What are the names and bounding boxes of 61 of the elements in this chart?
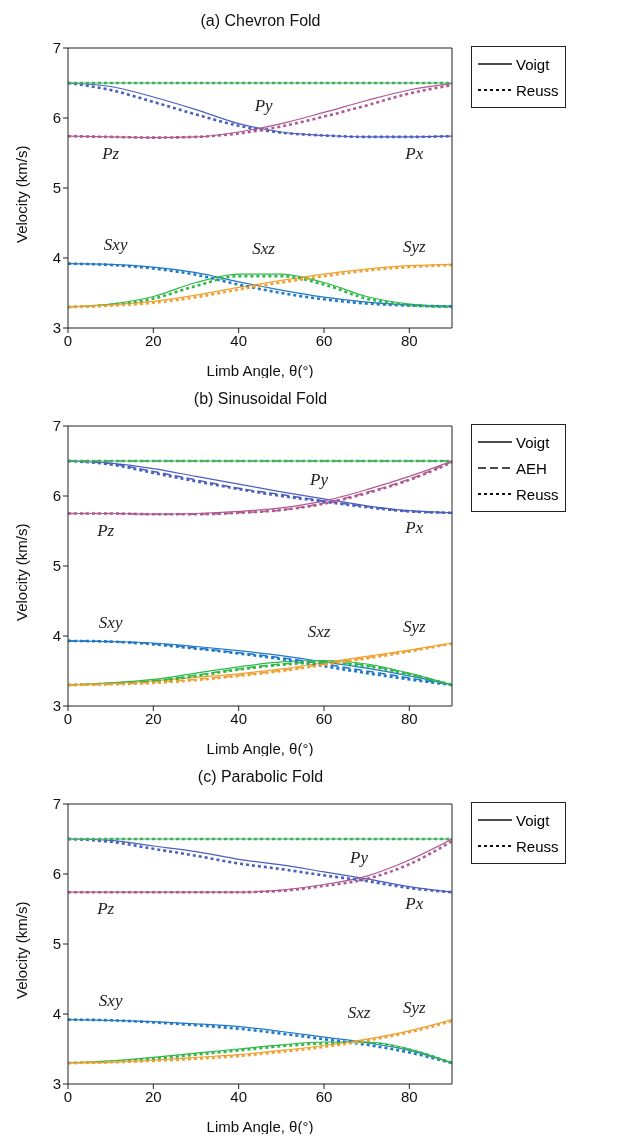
x-tick-label: 0	[63, 1087, 73, 1105]
chart-title: (c) Parabolic Fold	[196, 768, 325, 786]
y-axis-title: Velocity (km/s)	[13, 145, 31, 243]
chart-title: (b) Sinusoidal Fold	[192, 390, 329, 408]
x-tick-label: 80	[400, 1087, 418, 1105]
y-tick-label: 5	[52, 557, 61, 575]
x-tick-label: 40	[230, 331, 248, 349]
x-tick-label: 0	[63, 331, 73, 349]
series-label: Sxz	[347, 1003, 371, 1022]
x-tick-label: 60	[315, 331, 333, 349]
x-tick-label: 60	[315, 1087, 333, 1105]
series-label: Syz	[403, 997, 427, 1017]
series-label: Sxz	[252, 239, 276, 259]
y-tick-label: 5	[52, 935, 61, 953]
x-tick-label: 40	[230, 1087, 248, 1105]
series-label: Syz	[403, 617, 427, 636]
series-label: Py	[349, 848, 369, 867]
series-label: Syz	[403, 236, 427, 256]
series-label: Px	[404, 893, 424, 913]
text: Reuss	[516, 81, 559, 99]
y-tick-label: 4	[52, 1005, 61, 1023]
series-label: Pz	[96, 520, 115, 540]
y-tick-label: 7	[52, 39, 61, 57]
series-label: Px	[404, 517, 424, 537]
text: Reuss	[516, 837, 559, 855]
series-label: Sxy	[103, 235, 128, 255]
y-tick-label: 3	[52, 319, 61, 337]
y-tick-label: 5	[52, 179, 61, 197]
series-label: Py	[309, 470, 329, 489]
series-label: Pz	[101, 143, 120, 163]
y-tick-label: 6	[52, 865, 61, 883]
x-tick-label: 20	[144, 1087, 162, 1105]
y-axis-title: Velocity (km/s)	[13, 523, 31, 621]
series-label: Sxz	[307, 621, 331, 641]
text: Reuss	[516, 485, 559, 503]
text: Voigt	[516, 55, 550, 73]
chart-title: (a) Chevron Fold	[199, 12, 322, 30]
text: Voigt	[516, 811, 550, 829]
series-label: Py	[253, 96, 274, 115]
series-label: Sxy	[98, 612, 123, 632]
x-tick-label: 80	[400, 331, 418, 349]
x-tick-label: 60	[315, 709, 333, 727]
series-label: Pz	[96, 899, 115, 919]
x-tick-label: 0	[63, 709, 73, 727]
y-tick-label: 4	[52, 249, 61, 267]
y-tick-label: 6	[52, 487, 61, 505]
y-tick-label: 3	[52, 1075, 61, 1093]
y-tick-label: 4	[52, 627, 61, 645]
series-label: Px	[404, 143, 424, 163]
x-tick-label: 40	[230, 709, 248, 727]
y-tick-label: 3	[52, 697, 61, 715]
x-tick-label: 20	[144, 331, 162, 349]
series-label: Sxy	[98, 991, 123, 1011]
y-tick-label: 6	[52, 109, 61, 127]
y-axis-title: Velocity (km/s)	[13, 901, 31, 999]
x-tick-label: 80	[400, 709, 418, 727]
x-tick-label: 20	[144, 709, 162, 727]
y-tick-label: 7	[52, 795, 61, 813]
text: AEH	[516, 459, 547, 477]
y-tick-label: 7	[52, 417, 61, 435]
text: Voigt	[516, 433, 550, 451]
